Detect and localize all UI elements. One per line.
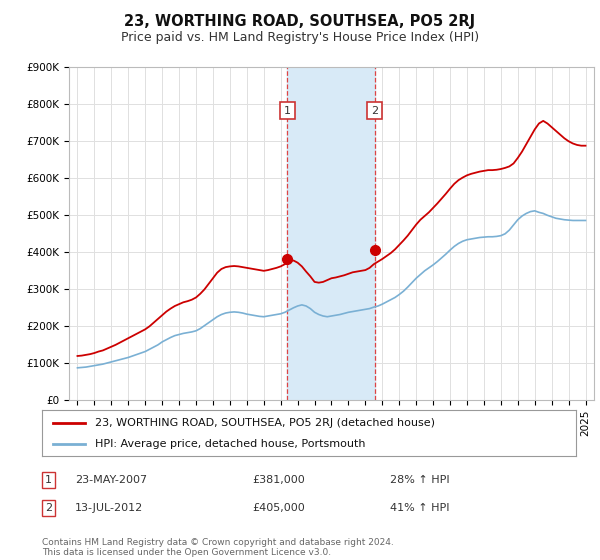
Text: Contains HM Land Registry data © Crown copyright and database right 2024.
This d: Contains HM Land Registry data © Crown c…: [42, 538, 394, 557]
Text: Price paid vs. HM Land Registry's House Price Index (HPI): Price paid vs. HM Land Registry's House …: [121, 31, 479, 44]
Text: 28% ↑ HPI: 28% ↑ HPI: [390, 475, 449, 485]
Text: 13-JUL-2012: 13-JUL-2012: [75, 503, 143, 513]
Bar: [287, 67, 374, 400]
Text: 23, WORTHING ROAD, SOUTHSEA, PO5 2RJ: 23, WORTHING ROAD, SOUTHSEA, PO5 2RJ: [124, 14, 476, 29]
Text: 1: 1: [45, 475, 52, 485]
Text: 23, WORTHING ROAD, SOUTHSEA, PO5 2RJ (detached house): 23, WORTHING ROAD, SOUTHSEA, PO5 2RJ (de…: [95, 418, 436, 428]
Text: 2: 2: [371, 105, 378, 115]
Text: 1: 1: [284, 105, 290, 115]
Text: £405,000: £405,000: [252, 503, 305, 513]
Text: 2: 2: [45, 503, 52, 513]
Text: 23-MAY-2007: 23-MAY-2007: [75, 475, 147, 485]
Text: HPI: Average price, detached house, Portsmouth: HPI: Average price, detached house, Port…: [95, 439, 366, 449]
Text: £381,000: £381,000: [252, 475, 305, 485]
Text: 41% ↑ HPI: 41% ↑ HPI: [390, 503, 449, 513]
